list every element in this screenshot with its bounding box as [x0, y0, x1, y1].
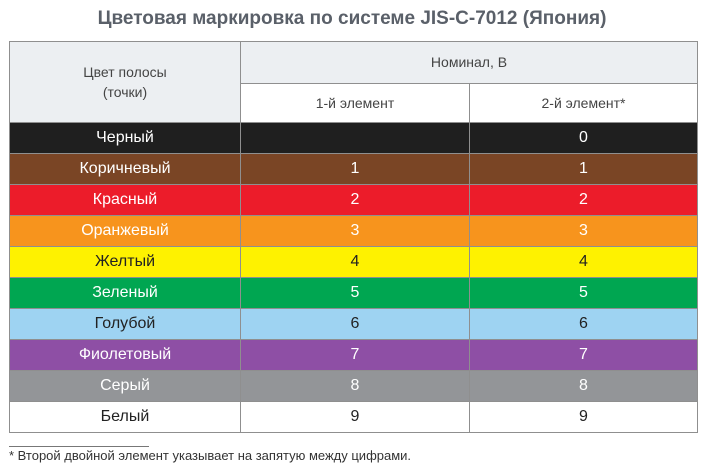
element-1-value-cell: [240, 122, 470, 154]
color-name-cell: Коричневый: [9, 153, 241, 185]
element-2-value-cell: 8: [469, 370, 698, 402]
header-nominal: Номинал, В: [240, 41, 698, 84]
table-row: Голубой 6 6: [9, 308, 698, 340]
color-name-cell: Зеленый: [9, 277, 241, 309]
element-1-value-cell: 1: [240, 153, 470, 185]
element-1-value-cell: 6: [240, 308, 470, 340]
table-row: Фиолетовый 7 7: [9, 339, 698, 371]
element-1-value-cell: 3: [240, 215, 470, 247]
element-2-value-cell: 1: [469, 153, 698, 185]
color-name-cell: Желтый: [9, 246, 241, 278]
element-2-value-cell: 9: [469, 401, 698, 433]
header-color-band-line1: Цвет полосы: [83, 64, 167, 80]
table-row: Белый 9 9: [9, 401, 698, 433]
element-1-value-cell: 8: [240, 370, 470, 402]
table-row: Желтый 4 4: [9, 246, 698, 278]
color-name-cell: Белый: [9, 401, 241, 433]
element-1-value-cell: 7: [240, 339, 470, 371]
header-element-2: 2-й элемент*: [469, 82, 698, 123]
element-1-value-cell: 9: [240, 401, 470, 433]
color-name-cell: Оранжевый: [9, 215, 241, 247]
element-2-value-cell: 2: [469, 184, 698, 216]
table-row: Серый 8 8: [9, 370, 698, 402]
table-row: Красный 2 2: [9, 184, 698, 216]
color-name-cell: Голубой: [9, 308, 241, 340]
table-row: Оранжевый 3 3: [9, 215, 698, 247]
header-color-band-line2: (точки): [102, 84, 148, 100]
footnote: * Второй двойной элемент указывает на за…: [9, 448, 412, 463]
table-row: Зеленый 5 5: [9, 277, 698, 309]
element-2-value-cell: 0: [469, 122, 698, 154]
element-2-value-cell: 7: [469, 339, 698, 371]
footnote-divider: [9, 446, 149, 447]
color-name-cell: Фиолетовый: [9, 339, 241, 371]
color-name-cell: Серый: [9, 370, 241, 402]
element-2-value-cell: 5: [469, 277, 698, 309]
color-code-table: Цвет полосы (точки) Номинал, В 1-й элеме…: [9, 41, 698, 433]
table-row: Черный 0: [9, 122, 698, 154]
table-body: Черный 0 Коричневый 1 1 Красный 2 2 Оранжевый 3 3 Ж…: [9, 122, 698, 433]
header-color-band: Цвет полосы (точки): [9, 41, 241, 123]
element-2-value-cell: 4: [469, 246, 698, 278]
element-1-value-cell: 5: [240, 277, 470, 309]
color-name-cell: Черный: [9, 122, 241, 154]
table-header: Цвет полосы (точки) Номинал, В 1-й элеме…: [9, 41, 698, 123]
table-row: Коричневый 1 1: [9, 153, 698, 185]
element-1-value-cell: 2: [240, 184, 470, 216]
element-2-value-cell: 3: [469, 215, 698, 247]
page-title: Цветовая маркировка по системе JIS-C-701…: [97, 8, 607, 29]
element-2-value-cell: 6: [469, 308, 698, 340]
color-name-cell: Красный: [9, 184, 241, 216]
element-1-value-cell: 4: [240, 246, 470, 278]
header-element-1: 1-й элемент: [240, 82, 470, 123]
